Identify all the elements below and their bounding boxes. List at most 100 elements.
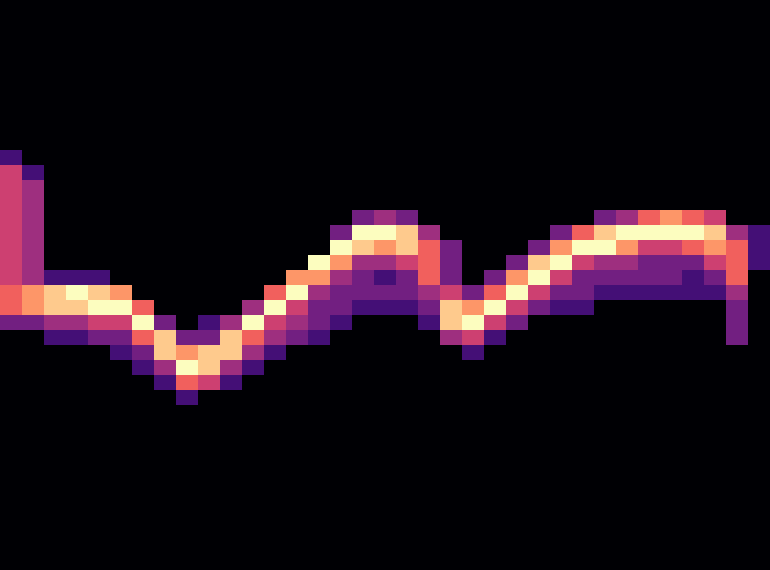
- heatmap-cell: [286, 345, 309, 361]
- heatmap-cell: [550, 315, 573, 331]
- heatmap-cell: [462, 225, 485, 241]
- heatmap-cell: [396, 15, 419, 31]
- heatmap-row: [0, 15, 770, 31]
- heatmap-cell: [550, 225, 573, 241]
- heatmap-cell: [594, 0, 617, 16]
- heatmap-cell: [176, 255, 199, 271]
- heatmap-cell: [176, 375, 199, 391]
- heatmap-cell: [286, 330, 309, 346]
- heatmap-cell: [132, 270, 155, 286]
- heatmap-cell: [22, 15, 45, 31]
- heatmap-cell: [396, 120, 419, 136]
- heatmap-cell: [660, 30, 683, 46]
- heatmap-cell: [264, 480, 287, 496]
- heatmap-cell: [44, 15, 67, 31]
- heatmap-cell: [176, 270, 199, 286]
- heatmap-cell: [44, 495, 67, 511]
- heatmap-cell: [572, 240, 595, 256]
- heatmap-cell: [132, 45, 155, 61]
- heatmap-cell: [506, 240, 529, 256]
- heatmap-cell: [176, 285, 199, 301]
- heatmap-cell: [660, 390, 683, 406]
- heatmap-cell: [44, 150, 67, 166]
- heatmap-cell: [484, 300, 507, 316]
- heatmap-cell: [484, 555, 507, 570]
- heatmap-cell: [594, 345, 617, 361]
- heatmap-cell: [88, 30, 111, 46]
- heatmap-cell: [550, 15, 573, 31]
- heatmap-row: [0, 315, 770, 331]
- heatmap-cell: [198, 210, 221, 226]
- heatmap-cell: [638, 330, 661, 346]
- heatmap-cell: [638, 195, 661, 211]
- heatmap-cell: [352, 375, 375, 391]
- heatmap-cell: [22, 0, 45, 16]
- heatmap-cell: [550, 435, 573, 451]
- heatmap-cell: [506, 540, 529, 556]
- heatmap-cell: [198, 105, 221, 121]
- heatmap-cell: [286, 255, 309, 271]
- heatmap-cell: [440, 360, 463, 376]
- heatmap-cell: [616, 15, 639, 31]
- heatmap-cell: [418, 60, 441, 76]
- heatmap-cell: [242, 165, 265, 181]
- heatmap-cell: [264, 420, 287, 436]
- heatmap-cell: [286, 0, 309, 16]
- heatmap-cell: [660, 0, 683, 16]
- heatmap-cell: [572, 540, 595, 556]
- heatmap-cell: [330, 120, 353, 136]
- heatmap-cell: [198, 150, 221, 166]
- heatmap-cell: [682, 150, 705, 166]
- heatmap-row: [0, 90, 770, 106]
- heatmap-cell: [594, 330, 617, 346]
- heatmap-cell: [616, 255, 639, 271]
- heatmap-cell: [44, 30, 67, 46]
- heatmap-cell: [198, 465, 221, 481]
- heatmap-cell: [330, 375, 353, 391]
- heatmap-cell: [22, 210, 45, 226]
- heatmap-cell: [176, 510, 199, 526]
- heatmap-cell: [440, 90, 463, 106]
- heatmap-cell: [484, 225, 507, 241]
- heatmap-cell: [44, 300, 67, 316]
- heatmap-cell: [330, 495, 353, 511]
- heatmap-row: [0, 60, 770, 76]
- heatmap-cell: [176, 120, 199, 136]
- heatmap-cell: [594, 195, 617, 211]
- heatmap-cell: [440, 240, 463, 256]
- heatmap-cell: [484, 60, 507, 76]
- heatmap-cell: [242, 540, 265, 556]
- heatmap-cell: [66, 510, 89, 526]
- heatmap-cell: [308, 450, 331, 466]
- heatmap-cell: [704, 390, 727, 406]
- heatmap-cell: [572, 150, 595, 166]
- heatmap-cell: [220, 75, 243, 91]
- heatmap-cell: [638, 0, 661, 16]
- heatmap-cell: [594, 360, 617, 376]
- heatmap-cell: [440, 270, 463, 286]
- heatmap-cell: [132, 120, 155, 136]
- heatmap-cell: [550, 510, 573, 526]
- heatmap-cell: [44, 225, 67, 241]
- heatmap-cell: [88, 405, 111, 421]
- heatmap-cell: [264, 495, 287, 511]
- heatmap-cell: [748, 510, 770, 526]
- heatmap-cell: [176, 0, 199, 16]
- heatmap-cell: [462, 90, 485, 106]
- heatmap-cell: [110, 420, 133, 436]
- heatmap-cell: [352, 45, 375, 61]
- heatmap-cell: [418, 555, 441, 570]
- heatmap-cell: [198, 330, 221, 346]
- heatmap-row: [0, 120, 770, 136]
- heatmap-cell: [418, 30, 441, 46]
- heatmap-cell: [220, 90, 243, 106]
- heatmap-cell: [528, 75, 551, 91]
- heatmap-cell: [440, 105, 463, 121]
- heatmap-cell: [396, 345, 419, 361]
- heatmap-cell: [220, 15, 243, 31]
- heatmap-cell: [374, 420, 397, 436]
- heatmap-cell: [66, 435, 89, 451]
- heatmap-cell: [110, 465, 133, 481]
- heatmap-cell: [286, 435, 309, 451]
- heatmap-cell: [88, 120, 111, 136]
